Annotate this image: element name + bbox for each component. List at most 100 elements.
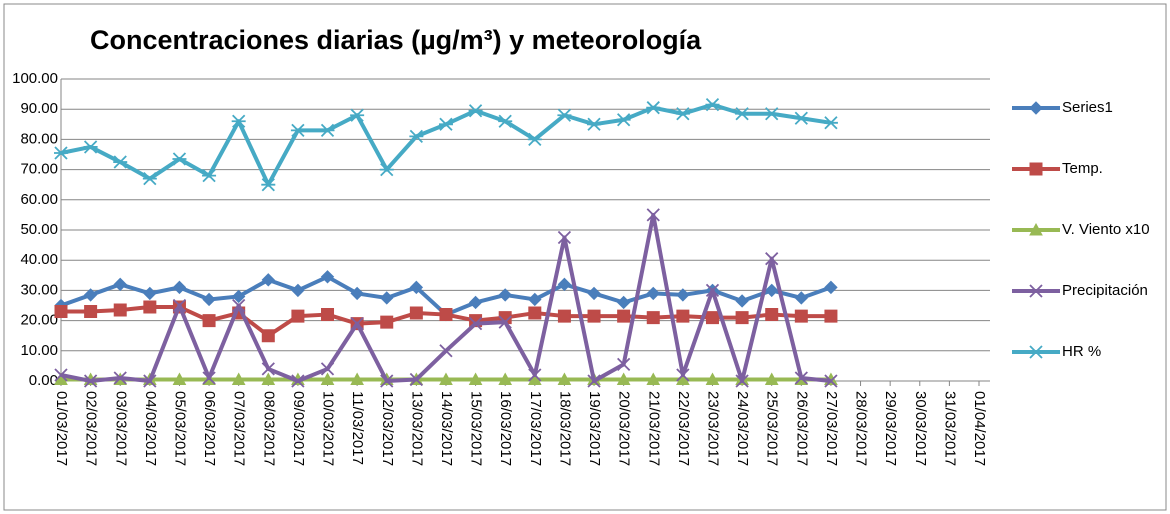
marker (676, 288, 690, 302)
y-tick-label: 0.00 (29, 372, 58, 389)
legend-label: Series1 (1062, 99, 1113, 116)
x-tick-label: 03/03/2017 (112, 391, 129, 466)
marker (705, 98, 720, 112)
x-tick-label: 30/03/2017 (912, 391, 929, 466)
x-tick-label: 31/03/2017 (941, 391, 958, 466)
marker (824, 374, 838, 388)
marker (261, 273, 275, 287)
x-tick-label: 29/03/2017 (882, 391, 899, 466)
x-tick-label: 17/03/2017 (527, 391, 544, 466)
marker (646, 372, 661, 385)
marker (468, 316, 483, 331)
marker (705, 283, 720, 298)
chart-border (3, 3, 1167, 511)
x-tick-label: 13/03/2017 (408, 391, 425, 466)
marker (113, 155, 128, 169)
x-tick-label: 22/03/2017 (675, 391, 692, 466)
marker (291, 374, 305, 388)
marker (143, 300, 157, 314)
marker (409, 129, 424, 144)
marker (380, 315, 394, 329)
marker (320, 362, 335, 376)
y-tick-label: 70.00 (20, 161, 58, 178)
marker (735, 294, 749, 308)
marker (794, 111, 809, 125)
x-tick-label: 24/03/2017 (734, 391, 751, 466)
marker (320, 372, 335, 385)
marker (557, 108, 572, 122)
x-tick-label: 01/04/2017 (971, 391, 988, 466)
marker (113, 303, 127, 317)
legend-label: Precipitación (1062, 282, 1148, 299)
legend-marker (1029, 162, 1043, 176)
y-tick-label: 40.00 (20, 251, 58, 268)
marker (202, 314, 216, 328)
marker (291, 309, 305, 323)
marker (350, 108, 365, 122)
marker (350, 316, 364, 331)
marker (468, 372, 483, 385)
marker (172, 298, 187, 313)
marker (380, 374, 394, 388)
marker (172, 372, 187, 385)
marker (794, 371, 808, 385)
marker (498, 315, 512, 329)
marker (350, 286, 364, 301)
marker (439, 344, 453, 358)
marker (143, 374, 157, 388)
legend-label: Temp. (1062, 160, 1103, 177)
x-tick-label: 19/03/2017 (586, 391, 603, 466)
marker (320, 270, 335, 284)
chart-title: Concentraciones diarias (µg/m³) y meteor… (90, 25, 702, 55)
marker (676, 309, 690, 323)
marker (438, 117, 453, 131)
marker (587, 309, 601, 323)
marker (113, 277, 127, 292)
legend-marker (1029, 222, 1043, 236)
x-tick-label: 27/03/2017 (823, 391, 840, 466)
marker (557, 277, 572, 292)
marker (617, 309, 631, 323)
marker (54, 305, 68, 319)
x-tick-label: 14/03/2017 (438, 391, 455, 466)
y-tick-label: 10.00 (20, 342, 58, 359)
marker (380, 291, 394, 305)
marker (705, 311, 719, 325)
marker (439, 372, 453, 385)
marker (261, 178, 276, 192)
x-tick-label: 08/03/2017 (260, 391, 277, 466)
marker (261, 362, 275, 376)
marker (587, 286, 601, 301)
marker (528, 368, 542, 382)
marker (646, 286, 660, 301)
marker (824, 309, 838, 323)
marker (646, 208, 660, 222)
x-tick-label: 20/03/2017 (616, 391, 633, 466)
marker (261, 329, 275, 343)
marker (261, 372, 276, 385)
marker (735, 311, 749, 325)
x-tick-label: 16/03/2017 (497, 391, 514, 466)
x-tick-label: 02/03/2017 (83, 391, 100, 466)
marker (291, 283, 305, 298)
marker (290, 123, 305, 137)
marker (764, 107, 779, 121)
legend-label: V. Viento x10 (1062, 221, 1150, 238)
x-tick-label: 10/03/2017 (320, 391, 337, 466)
marker (646, 311, 660, 325)
marker (468, 295, 483, 310)
marker (321, 308, 335, 322)
y-tick-label: 90.00 (20, 100, 58, 117)
marker (409, 372, 423, 387)
marker (83, 140, 98, 154)
x-tick-label: 28/03/2017 (853, 391, 870, 466)
marker (409, 306, 423, 320)
legend-marker (1029, 101, 1043, 115)
marker (528, 306, 542, 320)
marker (83, 288, 98, 302)
x-tick-label: 01/03/2017 (53, 391, 70, 466)
marker (735, 374, 749, 388)
marker (202, 292, 216, 307)
marker (824, 280, 838, 295)
